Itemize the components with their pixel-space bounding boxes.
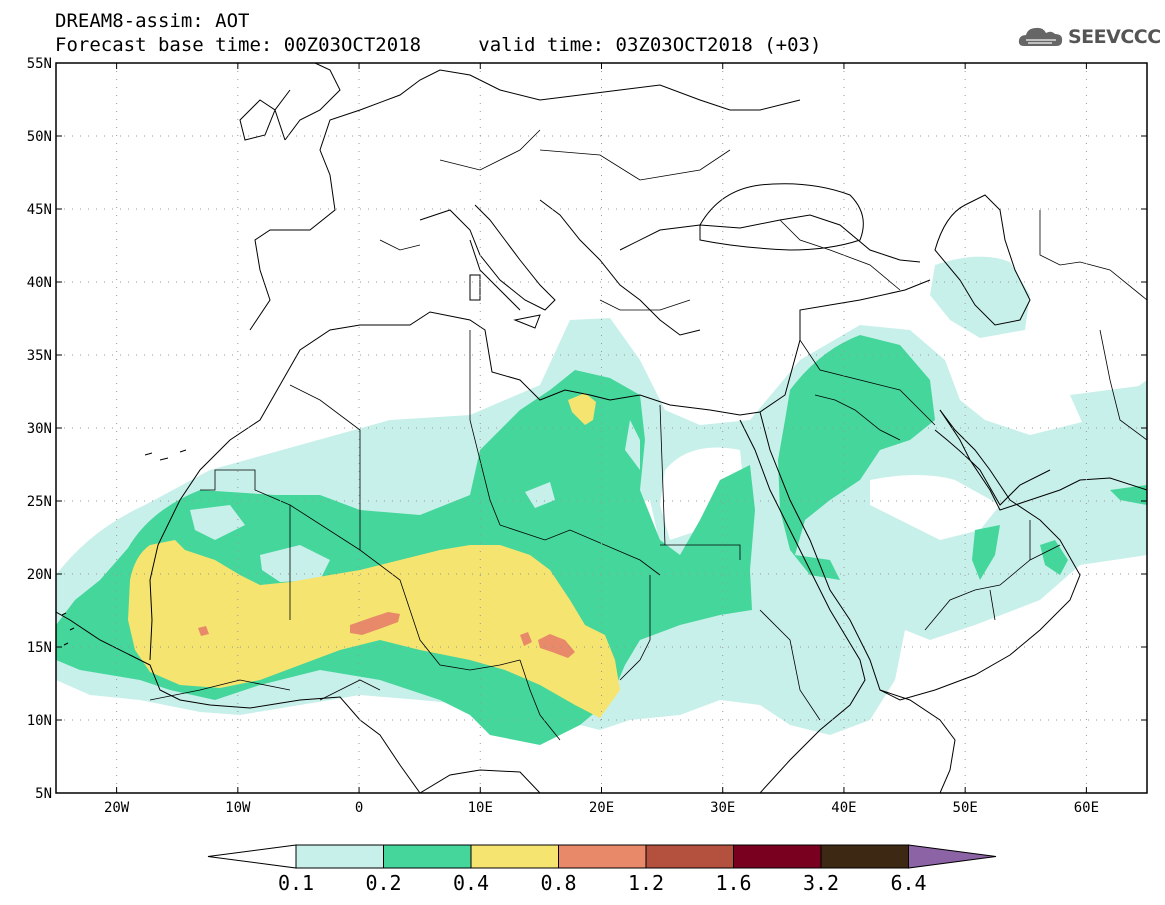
colorbar-level-label: 0.8 <box>540 871 576 895</box>
lat-tick-label: 5N <box>35 786 52 802</box>
lat-tick-label: 25N <box>27 494 52 510</box>
colorbar-level-label: 6.4 <box>890 871 926 895</box>
lon-tick-label: 10W <box>225 800 251 816</box>
colorbar: 0.1 0.2 0.4 0.8 1.2 1.6 3.2 6.4 <box>207 844 997 895</box>
lon-tick-label: 0 <box>355 800 363 816</box>
lat-tick-label: 30N <box>27 421 52 437</box>
colorbar-segment <box>733 844 822 869</box>
map-frame <box>55 62 1148 794</box>
lon-tick-label: 10E <box>468 800 493 816</box>
latitude-labels: 55N 50N 45N 40N 35N 30N 25N 20N 15N 10N 5N <box>27 56 52 802</box>
lat-tick-label: 55N <box>27 56 52 72</box>
coastlines <box>56 63 1147 793</box>
cloud-icon <box>1018 27 1063 46</box>
lon-tick-label: 60E <box>1074 800 1099 816</box>
lon-tick-label: 30E <box>710 800 735 816</box>
longitude-labels: 20W 10W 0 10E 20E 30E 40E 50E 60E <box>104 800 1099 816</box>
lat-tick-label: 15N <box>27 640 52 656</box>
time-info: Forecast base time: 00Z03OCT2018 valid t… <box>55 34 821 56</box>
aot-light-spots <box>190 420 640 582</box>
lat-tick-label: 40N <box>27 275 52 291</box>
logo-text: SEEVCCC <box>1068 26 1161 48</box>
map-title: DREAM8-assim: AOT <box>55 10 250 32</box>
colorbar-level-label: 0.1 <box>278 871 314 895</box>
colorbar-level-label: 1.6 <box>715 871 751 895</box>
lon-tick-label: 40E <box>831 800 856 816</box>
lat-tick-label: 20N <box>27 567 52 583</box>
colorbar-level-label: 0.4 <box>453 871 489 895</box>
colorbar-low-arrow <box>207 844 297 869</box>
lon-tick-label: 50E <box>953 800 978 816</box>
seevccc-logo: SEEVCCC <box>1018 24 1161 50</box>
aot-level-0-8 <box>198 612 575 658</box>
lon-tick-label: 20E <box>589 800 614 816</box>
colorbar-segment <box>558 844 647 869</box>
lat-tick-label: 35N <box>27 348 52 364</box>
colorbar-level-label: 0.2 <box>365 871 401 895</box>
colorbar-high-arrow <box>908 844 997 869</box>
lat-tick-label: 50N <box>27 129 52 145</box>
colorbar-level-label: 3.2 <box>803 871 839 895</box>
colorbar-segment <box>820 844 909 869</box>
lon-tick-label: 20W <box>104 800 130 816</box>
valid-time-label: valid time: 03Z03OCT2018 (+03) <box>478 34 822 56</box>
colorbar-segment <box>470 844 559 869</box>
colorbar-segment <box>295 844 384 869</box>
colorbar-level-label: 1.2 <box>628 871 664 895</box>
colorbar-segment <box>645 844 734 869</box>
colorbar-segment <box>383 844 472 869</box>
lat-tick-label: 10N <box>27 713 52 729</box>
base-time-label: Forecast base time: 00Z03OCT2018 <box>55 34 422 56</box>
country-borders <box>149 129 1147 741</box>
lat-tick-label: 45N <box>27 202 52 218</box>
